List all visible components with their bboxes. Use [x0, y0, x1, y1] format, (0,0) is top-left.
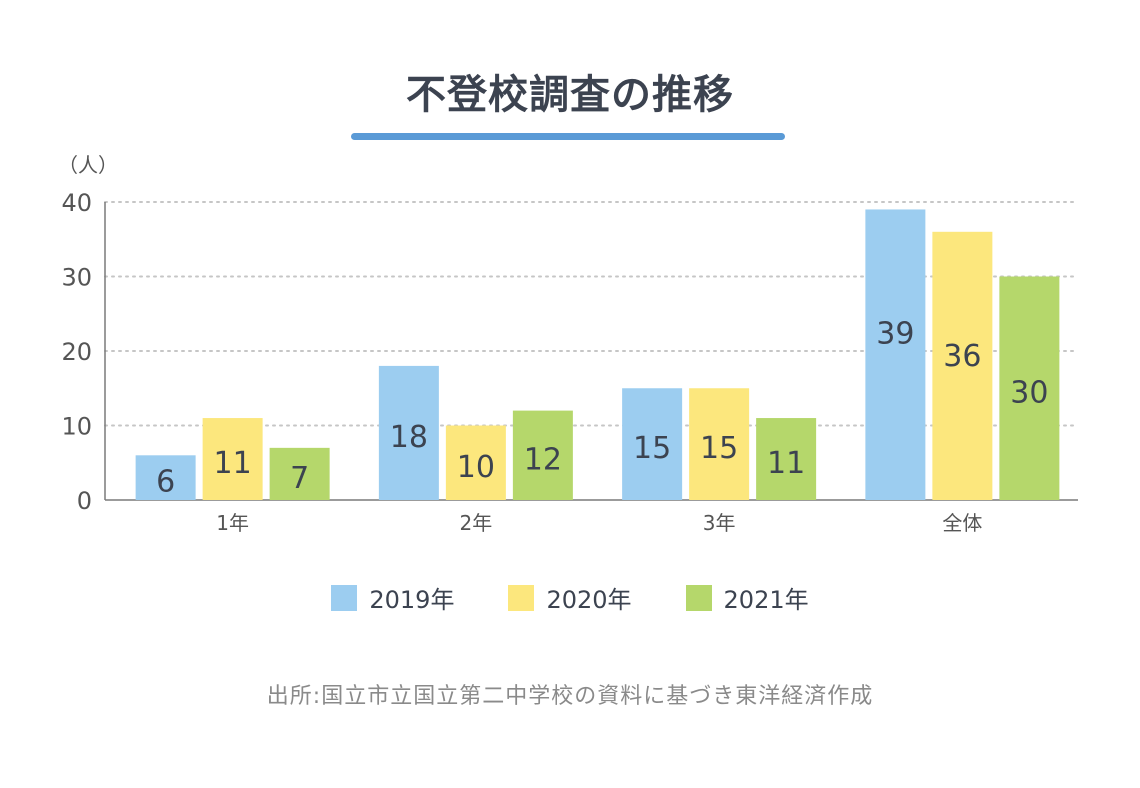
bar [622, 388, 683, 500]
bar [999, 276, 1060, 500]
bar [378, 365, 439, 500]
bar-value-label: 11 [214, 446, 252, 481]
bar-value-label: 12 [524, 442, 562, 477]
legend-label: 2020年 [546, 586, 632, 614]
legend: 2019年 2020年 2021年 [0, 580, 1140, 615]
y-axis-unit-label: （人） [58, 153, 118, 177]
bar [865, 209, 926, 500]
x-category-label: 1年 [216, 511, 249, 535]
bar-value-label: 7 [290, 461, 309, 496]
x-category-label: 2年 [460, 511, 493, 535]
bar-value-label: 39 [876, 316, 914, 351]
y-tick-label: 30 [61, 264, 92, 292]
y-tick-label: 20 [61, 338, 92, 366]
bar-value-label: 6 [156, 465, 175, 500]
y-tick-label: 0 [77, 487, 92, 515]
bar [689, 388, 750, 500]
y-tick-label: 10 [61, 413, 92, 441]
legend-item: 2021年 [685, 580, 809, 615]
legend-item: 2020年 [508, 580, 632, 615]
bar-value-label: 15 [700, 431, 738, 466]
bar [445, 425, 506, 500]
legend-item: 2019年 [331, 580, 454, 615]
source-note: 出所:国立市立国立第二中学校の資料に基づき東洋経済作成 [266, 684, 874, 709]
y-tick-label: 40 [61, 189, 92, 217]
bar-value-label: 36 [943, 339, 981, 374]
legend-swatch [685, 584, 712, 611]
title-underline [351, 133, 785, 140]
bar-value-label: 18 [390, 420, 428, 455]
bar-chart: （人） 0 10 20 30 40 6 11 7 1年 18 10 12 2年 15 15 11 3年 39 36 30… [58, 153, 1079, 535]
bar-value-label: 30 [1010, 375, 1048, 410]
bar [135, 455, 196, 500]
bar [269, 447, 330, 500]
legend-label: 2019年 [369, 586, 455, 614]
bar-value-label: 10 [457, 450, 495, 485]
bar [512, 410, 573, 500]
chart-title: 不登校調査の推移 [406, 72, 734, 118]
legend-label: 2021年 [723, 586, 809, 614]
legend-swatch [331, 584, 358, 611]
x-category-label: 3年 [703, 511, 736, 535]
x-category-label: 全体 [942, 511, 982, 535]
bar [932, 231, 993, 501]
legend-swatch [508, 584, 535, 611]
bar-value-label: 15 [633, 431, 671, 466]
bar [756, 418, 817, 500]
bar [202, 418, 263, 500]
bar-value-label: 11 [767, 446, 805, 481]
